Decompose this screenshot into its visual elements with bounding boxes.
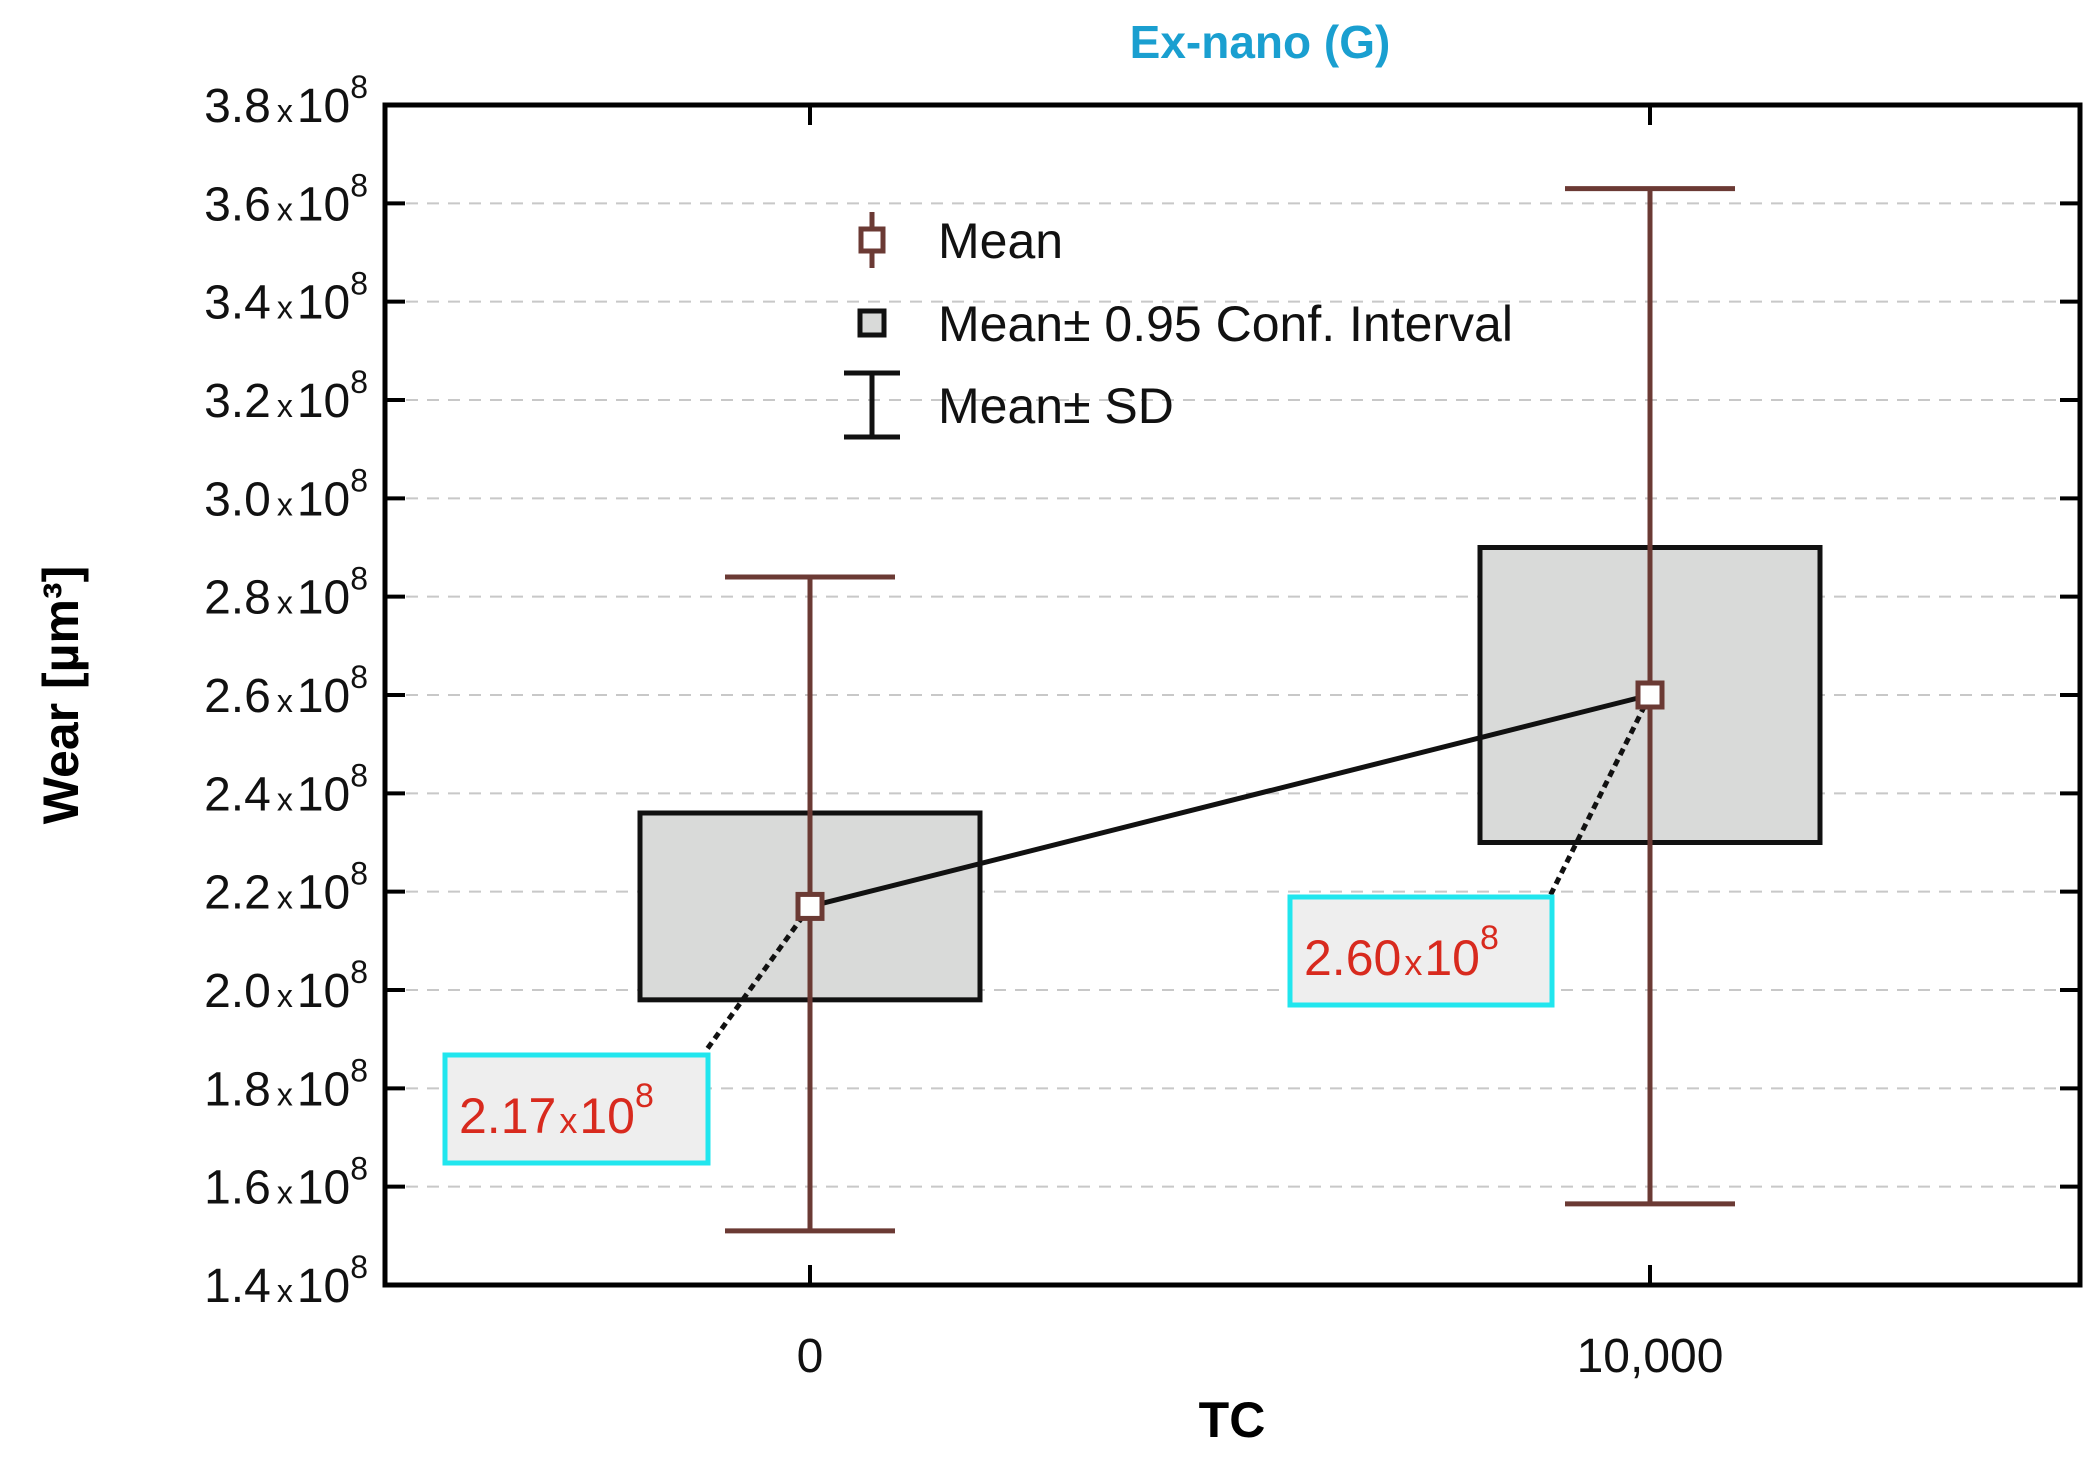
y-tick-times: x <box>277 486 293 522</box>
annotation-times: x <box>1404 942 1422 983</box>
y-tick-label: 2.2 x108 <box>204 856 368 920</box>
y-tick-mantissa: 2.8 <box>204 572 271 625</box>
y-tick-times: x <box>277 1076 293 1112</box>
annotation-exponent: 8 <box>1480 919 1499 957</box>
y-tick-label: 2.4 x108 <box>204 757 368 821</box>
y-tick-label: 2.0 x108 <box>204 954 368 1018</box>
y-tick-mantissa: 3.0 <box>204 473 271 526</box>
y-tick-base: 10 <box>297 1162 350 1215</box>
y-tick-base: 10 <box>297 670 350 723</box>
y-tick-base: 10 <box>297 1063 350 1116</box>
legend-label: Mean <box>938 213 1063 269</box>
chart-title: Ex-nano (G) <box>1130 16 1391 68</box>
y-tick-mantissa: 2.0 <box>204 965 271 1018</box>
y-tick-times: x <box>277 683 293 719</box>
y-tick-mantissa: 1.4 <box>204 1260 271 1313</box>
y-tick-times: x <box>277 781 293 817</box>
y-tick-base: 10 <box>297 178 350 231</box>
y-tick-times: x <box>277 290 293 326</box>
annotation-mantissa: 2.60 <box>1304 930 1401 986</box>
y-tick-times: x <box>277 93 293 129</box>
annotation-box <box>442 1052 711 1166</box>
legend-mean-marker <box>858 226 886 254</box>
y-tick-label: 2.8 x108 <box>204 561 368 625</box>
annotation-times: x <box>559 1100 577 1141</box>
y-tick-base: 10 <box>297 80 350 133</box>
x-axis-label: TC <box>1199 1392 1266 1448</box>
mean-marker <box>1635 680 1665 710</box>
plot-frame <box>382 102 2083 1288</box>
y-tick-mantissa: 1.8 <box>204 1063 271 1116</box>
legend-label: Mean± 0.95 Conf. Interval <box>938 296 1513 352</box>
y-tick-label: 2.6 x108 <box>204 659 368 723</box>
y-tick-label: 3.8 x108 <box>204 69 368 133</box>
x-tick-label: 10,000 <box>1577 1330 1724 1383</box>
annotation-base: 10 <box>1424 930 1480 986</box>
mean-marker <box>795 891 825 921</box>
y-tick-exponent: 8 <box>350 757 368 793</box>
y-tick-mantissa: 2.2 <box>204 867 271 920</box>
y-tick-exponent: 8 <box>350 659 368 695</box>
x-tick-labels: 0 10,000 <box>797 1330 1724 1383</box>
y-tick-times: x <box>277 585 293 621</box>
y-tick-base: 10 <box>297 572 350 625</box>
y-tick-exponent: 8 <box>350 364 368 400</box>
y-tick-times: x <box>277 978 293 1014</box>
y-tick-label: 1.6 x108 <box>204 1151 368 1215</box>
y-tick-times: x <box>277 1273 293 1309</box>
y-axis-label: Wear [µm³] <box>33 566 89 824</box>
y-tick-label: 3.6 x108 <box>204 167 368 231</box>
annotation-box <box>1287 894 1555 1008</box>
annotation-exponent: 8 <box>635 1077 654 1115</box>
y-tick-mantissa: 3.6 <box>204 178 271 231</box>
y-tick-exponent: 8 <box>350 856 368 892</box>
y-tick-base: 10 <box>297 867 350 920</box>
y-tick-base: 10 <box>297 375 350 428</box>
y-tick-label: 3.4 x108 <box>204 266 368 330</box>
y-tick-exponent: 8 <box>350 561 368 597</box>
annotation-mantissa: 2.17 <box>459 1088 556 1144</box>
annotation-base: 10 <box>579 1088 635 1144</box>
y-tick-label: 1.8 x108 <box>204 1052 368 1116</box>
y-tick-base: 10 <box>297 965 350 1018</box>
x-tick-label: 0 <box>797 1330 824 1383</box>
y-tick-mantissa: 2.4 <box>204 768 271 821</box>
y-tick-label: 3.2 x108 <box>204 364 368 428</box>
y-tick-times: x <box>277 191 293 227</box>
annotation-label: 2.17x108 <box>459 1077 654 1144</box>
y-tick-exponent: 8 <box>350 954 368 990</box>
y-tick-mantissa: 3.8 <box>204 80 271 133</box>
y-tick-label: 1.4 x108 <box>204 1249 368 1313</box>
mean-line <box>809 692 1651 909</box>
annotation-leader <box>1545 693 1653 902</box>
y-tick-exponent: 8 <box>350 1052 368 1088</box>
y-tick-times: x <box>277 880 293 916</box>
y-tick-base: 10 <box>297 1260 350 1313</box>
annotation-label: 2.60x108 <box>1304 919 1499 986</box>
legend-ci-swatch <box>857 308 887 338</box>
y-tick-times: x <box>277 388 293 424</box>
y-tick-mantissa: 3.4 <box>204 277 271 330</box>
y-tick-exponent: 8 <box>350 1151 368 1187</box>
y-tick-mantissa: 3.2 <box>204 375 271 428</box>
y-tick-exponent: 8 <box>350 167 368 203</box>
legend: Mean Mean± 0.95 Conf. Interval Mean± SD <box>844 212 1513 440</box>
y-tick-mantissa: 2.6 <box>204 670 271 723</box>
legend-label: Mean± SD <box>938 378 1174 434</box>
y-tick-exponent: 8 <box>350 462 368 498</box>
y-tick-exponent: 8 <box>350 1249 368 1285</box>
annotation-leader <box>702 904 813 1054</box>
y-tick-base: 10 <box>297 277 350 330</box>
y-tick-times: x <box>277 1175 293 1211</box>
y-tick-exponent: 8 <box>350 266 368 302</box>
y-tick-base: 10 <box>297 768 350 821</box>
y-tick-mantissa: 1.6 <box>204 1162 271 1215</box>
y-tick-base: 10 <box>297 473 350 526</box>
y-tick-label: 3.0 x108 <box>204 462 368 526</box>
y-tick-exponent: 8 <box>350 69 368 105</box>
